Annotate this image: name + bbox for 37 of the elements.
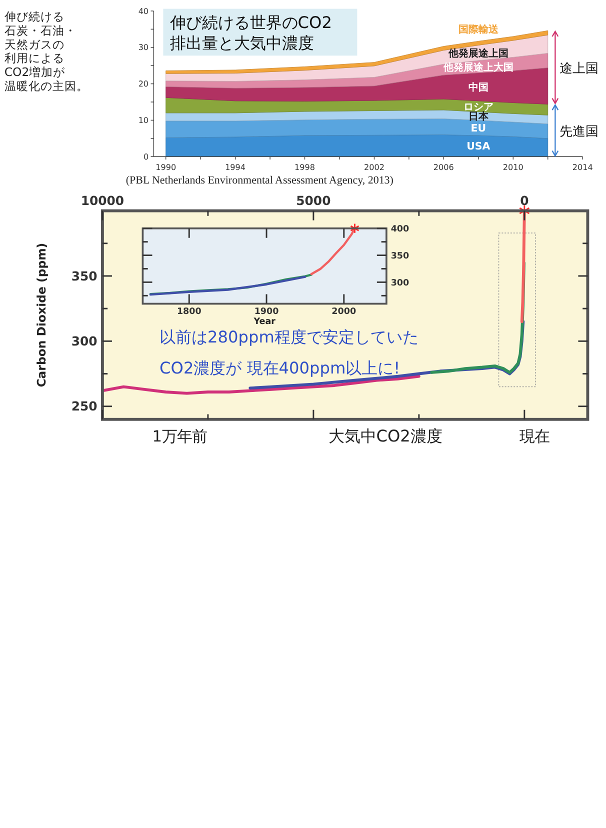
series-label: 他発展途上国 [447,48,508,60]
annotation: CO2濃度が 現在400ppm以上に! [160,358,400,378]
x-tick-label: 0 [520,192,530,208]
line-series [310,227,356,276]
text: 伸び続ける [3,9,64,24]
y-axis-title: Carbon Dioxide (ppm) [34,242,48,388]
text: 利用による [4,51,64,66]
x-tick-label: 5000 [296,192,332,208]
text: 伸び続ける世界のCO2排出量と大気中濃度 [168,12,332,52]
annotation: 先進国 [560,124,599,140]
x-tick-label: 1800 [176,306,202,317]
text: 1万年前 [152,427,208,446]
text: 石炭・石油・ [4,23,76,38]
x-axis-title: 大気中CO2濃度 [328,426,442,446]
text: (PBL Netherlands Environmental Assessment Agency, 2013) [126,174,394,187]
series-label: 中国 [468,82,488,94]
text: 温暖化の主因。 [4,79,88,94]
series-label: 国際輸送 [458,23,500,36]
series-label: EU [470,122,486,135]
y-tick-label: 350 [390,251,410,262]
y-tick-label: 250 [71,398,98,414]
text: 現在 [519,427,550,446]
annotation: 以前は280ppm程度で安定していた [160,328,418,347]
series-label: 他発展途上大国 [442,61,514,74]
x-tick-label: 10000 [80,192,124,208]
y-tick-label: 350 [71,268,98,284]
text: 天然ガスの [4,37,64,52]
text: CO2増加が [4,65,66,80]
x-tick-label: 2000 [332,306,356,317]
y-tick-label: 300 [71,334,98,349]
y-tick-label: 400 [390,224,410,234]
x-tick-label: 1900 [254,306,279,317]
y-tick-label: 300 [390,278,410,288]
annotation: 途上国 [560,62,599,77]
series-label: 日本 [468,110,490,123]
x-axis-title: Year [252,317,276,328]
series-label: USA [466,140,490,153]
